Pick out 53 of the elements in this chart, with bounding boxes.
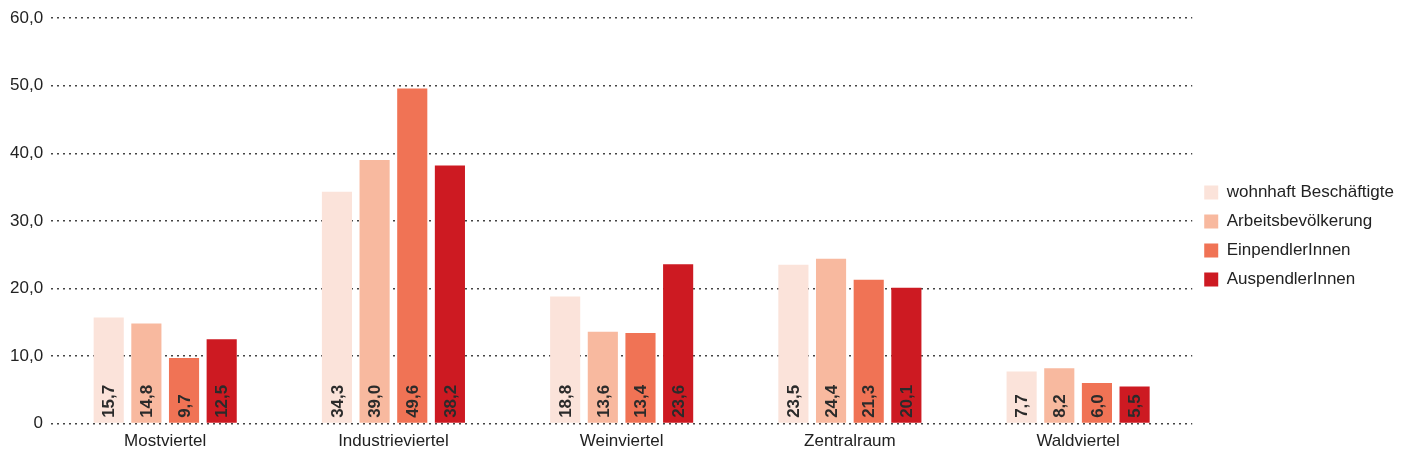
y-tick-label: 30,0 (9, 210, 44, 230)
data-label: 15,7 (99, 384, 119, 418)
x-tick-label: Industrieviertel (338, 431, 449, 451)
data-label: 24,4 (821, 384, 841, 418)
x-tick-label: Weinviertel (579, 431, 664, 451)
y-tick-label: 0 (33, 413, 44, 433)
data-label: 14,8 (137, 384, 157, 418)
y-tick-label: 40,0 (9, 143, 44, 163)
data-label: 21,3 (859, 384, 879, 418)
x-tick-label: Zentralraum (804, 431, 896, 451)
bar (206, 339, 237, 423)
bar (359, 160, 390, 423)
bar (550, 296, 581, 423)
data-label: 23,6 (668, 384, 688, 418)
bar (168, 358, 200, 423)
x-tick-label: Waldviertel (1036, 431, 1120, 451)
data-label: 23,5 (784, 384, 804, 418)
data-label: 18,8 (555, 384, 575, 418)
bar (131, 323, 162, 423)
legend-label: AuspendlerInnen (1226, 269, 1356, 289)
bar (93, 317, 124, 423)
y-tick-label: 60,0 (9, 7, 44, 27)
data-label: 7,7 (1012, 394, 1032, 418)
x-tick-label: Mostviertel (124, 431, 207, 451)
y-tick-label: 20,0 (9, 278, 44, 298)
data-label: 6,0 (1087, 394, 1107, 418)
legend-label: EinpendlerInnen (1226, 240, 1351, 260)
bar (434, 165, 465, 423)
data-label: 20,1 (897, 384, 917, 418)
bar (397, 88, 428, 423)
data-label: 12,5 (212, 384, 232, 418)
y-tick-label: 50,0 (9, 75, 44, 95)
data-label: 8,2 (1049, 394, 1069, 418)
bar (815, 258, 847, 423)
data-label: 9,7 (174, 394, 194, 418)
data-label: 34,3 (327, 384, 347, 418)
data-label: 39,0 (365, 384, 385, 418)
bar (625, 333, 656, 423)
y-tick-label: 10,0 (9, 345, 44, 365)
data-label: 13,4 (631, 384, 651, 418)
data-label: 5,5 (1125, 394, 1145, 418)
bar (778, 264, 809, 423)
bar (663, 264, 694, 423)
data-label: 38,2 (440, 384, 460, 418)
data-label: 13,6 (593, 384, 613, 418)
bar (891, 287, 922, 423)
bar (853, 279, 884, 423)
bar (321, 191, 352, 423)
legend-label: Arbeitsbevölkerung (1226, 211, 1373, 231)
bar (587, 331, 618, 423)
bar (1006, 371, 1037, 423)
data-label: 49,6 (402, 384, 422, 418)
legend-label: wohnhaft Beschäftigte (1225, 182, 1394, 202)
